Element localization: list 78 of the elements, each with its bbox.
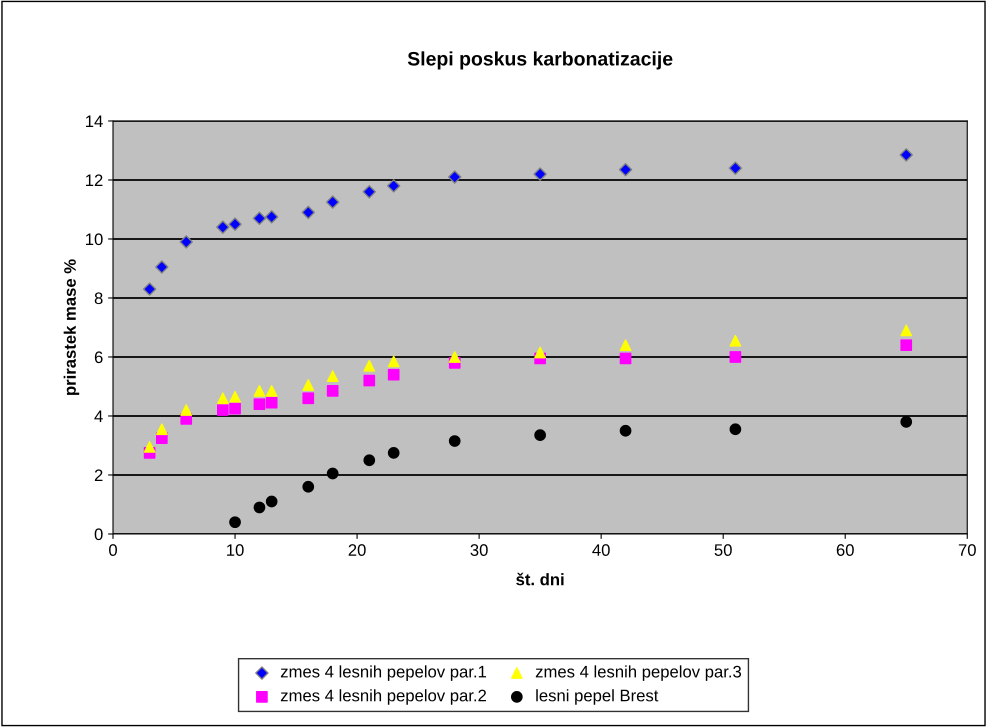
point xyxy=(254,502,266,514)
point xyxy=(180,404,192,416)
point xyxy=(388,356,400,368)
y-tick-label: 0 xyxy=(94,528,103,540)
y-tick-label: 10 xyxy=(86,233,103,246)
point xyxy=(618,162,632,176)
point xyxy=(620,424,632,437)
point xyxy=(254,398,266,410)
point xyxy=(730,334,742,347)
point xyxy=(362,185,376,199)
legend-label: zmes 4 lesnih pepelov par.1 xyxy=(280,665,486,681)
point xyxy=(363,454,376,466)
point xyxy=(266,496,278,508)
point xyxy=(302,206,316,220)
x-tick-label: 70 xyxy=(958,544,976,556)
x-tick-label: 10 xyxy=(227,544,244,556)
y-tick-label: 8 xyxy=(94,292,103,304)
point xyxy=(388,447,400,459)
x-tick-label: 30 xyxy=(470,544,488,556)
x-tick-label: 40 xyxy=(592,544,610,556)
point xyxy=(254,385,266,397)
point xyxy=(534,346,546,358)
point xyxy=(302,392,314,404)
point xyxy=(229,516,241,528)
point xyxy=(534,429,546,441)
x-tick-label: 60 xyxy=(836,544,854,556)
point xyxy=(216,220,230,234)
point xyxy=(730,423,742,436)
point xyxy=(264,210,278,224)
point xyxy=(179,235,193,249)
x-axis-title: št. dni xyxy=(516,572,564,586)
y-tick-label: 2 xyxy=(94,469,102,482)
point xyxy=(302,480,314,493)
point xyxy=(142,282,156,296)
point xyxy=(900,324,912,336)
point xyxy=(326,195,340,209)
legend-label: lesni pepel Brest xyxy=(536,689,658,705)
point xyxy=(899,148,913,162)
point xyxy=(620,339,632,352)
x-tick-label: 0 xyxy=(109,544,117,556)
point xyxy=(448,170,462,184)
point xyxy=(363,374,376,386)
point xyxy=(228,217,242,231)
point xyxy=(266,385,278,397)
point xyxy=(620,352,632,364)
y-tick-label: 6 xyxy=(94,351,103,364)
point xyxy=(326,370,339,382)
point xyxy=(730,351,742,363)
point xyxy=(363,360,376,372)
point xyxy=(386,179,400,193)
point xyxy=(217,404,229,416)
point xyxy=(900,416,912,428)
y-tick-label: 14 xyxy=(86,116,103,128)
point xyxy=(266,396,278,409)
point xyxy=(448,351,461,363)
legend-label: zmes 4 lesnih pepelov par.3 xyxy=(536,665,742,681)
x-tick-label: 20 xyxy=(348,544,366,556)
legend-label: zmes 4 lesnih pepelov par.2 xyxy=(280,689,486,705)
point xyxy=(229,402,241,414)
point xyxy=(448,435,461,447)
point xyxy=(217,392,229,404)
point xyxy=(326,385,339,397)
point xyxy=(144,441,156,453)
point xyxy=(229,390,241,403)
point xyxy=(155,260,169,274)
point xyxy=(302,379,314,391)
chart-title: Slepi poskus karbonatizacije xyxy=(408,51,672,70)
y-tick-label: 12 xyxy=(86,174,102,186)
point xyxy=(252,212,266,226)
point xyxy=(388,368,400,381)
point xyxy=(900,339,912,352)
point xyxy=(728,161,742,175)
y-axis-title: prirastek mase % xyxy=(64,259,80,395)
point xyxy=(156,423,168,436)
point xyxy=(326,468,339,480)
y-tick-label: 4 xyxy=(94,410,103,422)
x-tick-label: 50 xyxy=(714,544,732,556)
point xyxy=(533,167,547,181)
